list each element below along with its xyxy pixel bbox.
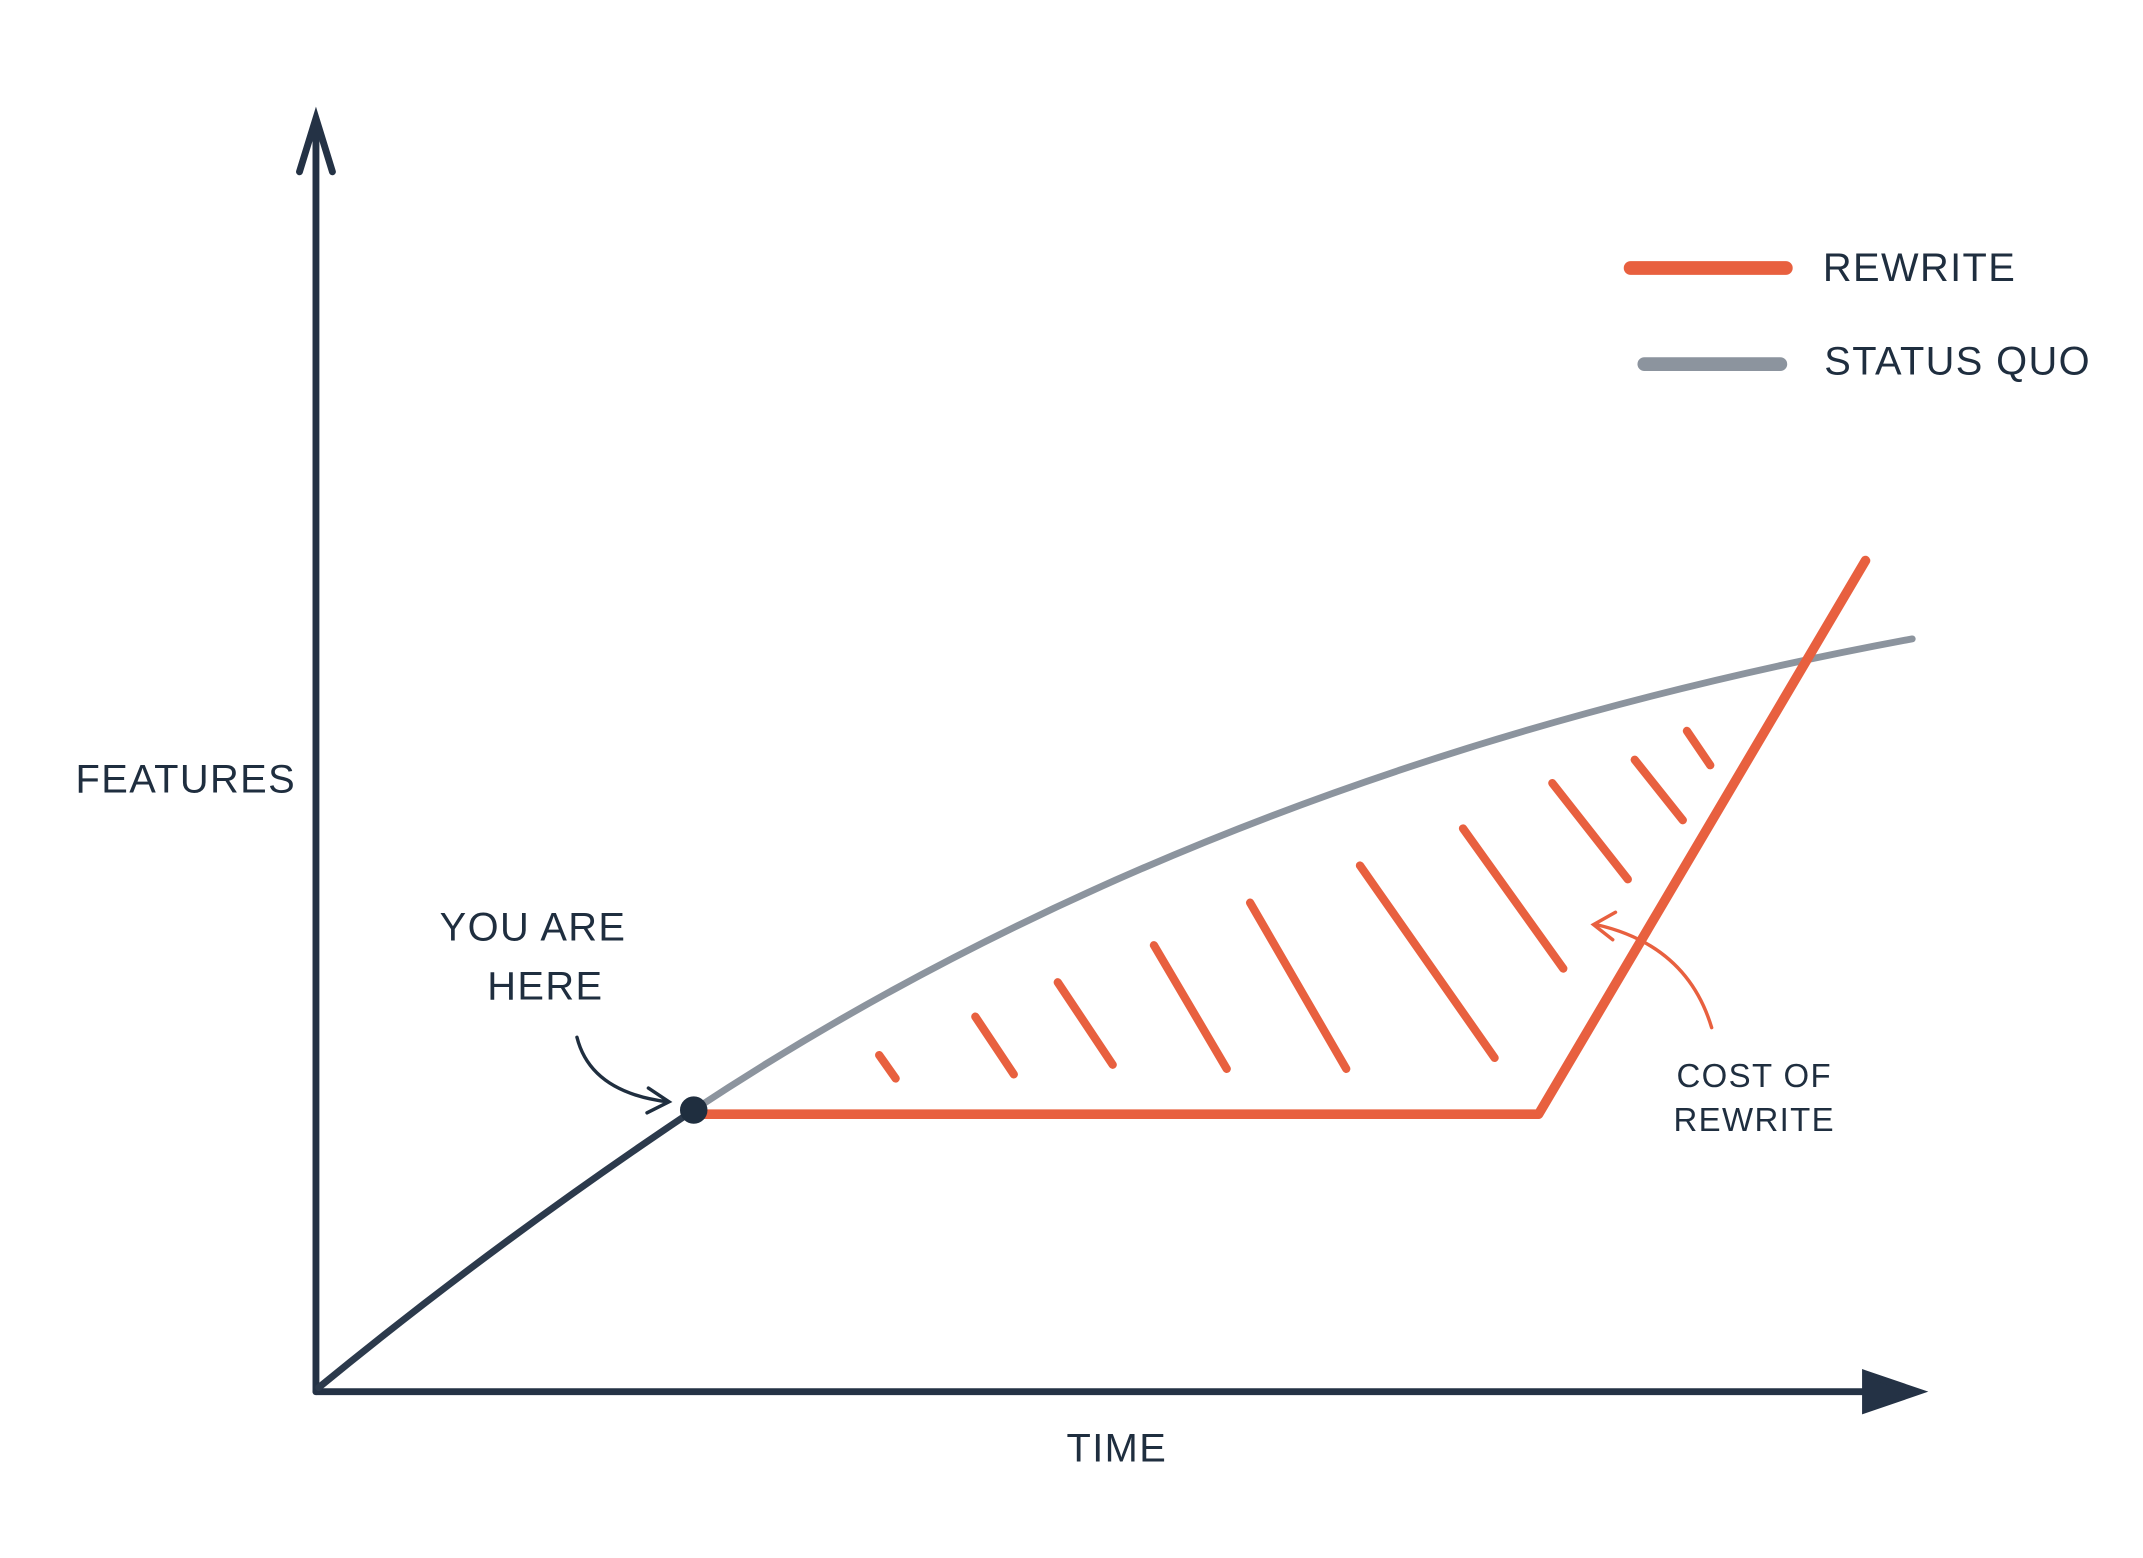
cost-arrow — [1594, 922, 1714, 1030]
x-axis-label: TIME — [1067, 1426, 1168, 1470]
annotation-text: HERE — [487, 965, 603, 1009]
cost-hatch — [875, 726, 1715, 1083]
hatch-line — [1630, 755, 1687, 825]
y-axis-arrow — [296, 106, 336, 176]
x-axis-arrow — [1862, 1369, 1929, 1415]
y-axis-label: FEATURES — [76, 757, 296, 801]
annotation-text: COST OF — [1676, 1057, 1831, 1094]
annotation-text: REWRITE — [1673, 1101, 1835, 1138]
status-quo-curve — [690, 635, 1916, 1114]
hatch-line — [1053, 978, 1117, 1069]
you-are-here-arrow — [575, 1035, 670, 1104]
cost-arrowhead — [1590, 910, 1618, 942]
past-curve — [315, 1106, 698, 1391]
annotation-arrows — [575, 910, 1714, 1115]
hatch-line — [1682, 726, 1715, 770]
legend-label: STATUS QUO — [1824, 340, 2091, 384]
hatch-line — [1458, 824, 1568, 973]
axes — [296, 106, 1929, 1415]
hatch-line — [1245, 898, 1351, 1073]
rewrite-line — [688, 555, 1871, 1119]
hatch-line — [1149, 941, 1231, 1073]
hatch-line — [1548, 778, 1632, 884]
current-point — [679, 1096, 708, 1124]
hatch-line — [971, 1012, 1018, 1079]
legend-label: REWRITE — [1823, 246, 2016, 290]
hatch-line — [1355, 861, 1499, 1062]
annotation-text: YOU ARE — [440, 906, 627, 950]
you-are-here-arrowhead — [645, 1086, 673, 1115]
hatch-line — [875, 1050, 900, 1083]
